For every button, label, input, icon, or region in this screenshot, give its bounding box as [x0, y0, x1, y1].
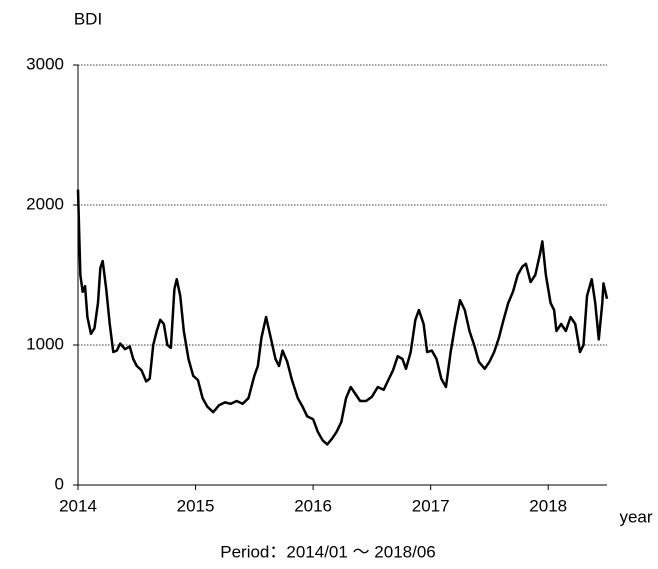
x-tick-label: 2017: [412, 496, 450, 515]
x-tick-label: 2014: [59, 496, 97, 515]
x-tick-label: 2018: [529, 496, 567, 515]
y-tick-label: 0: [55, 474, 64, 493]
y-tick-label: 1000: [26, 334, 64, 353]
y-tick-label: 2000: [26, 194, 64, 213]
x-tick-label: 2015: [177, 496, 215, 515]
x-axis-label: year: [619, 507, 652, 526]
x-tick-label: 2016: [294, 496, 332, 515]
data-line: [76, 189, 609, 446]
y-tick-label: 3000: [26, 54, 64, 73]
footer: Period：2014/01 ～ 2018/06: [220, 542, 436, 561]
y-axis-label: BDI: [74, 9, 102, 28]
